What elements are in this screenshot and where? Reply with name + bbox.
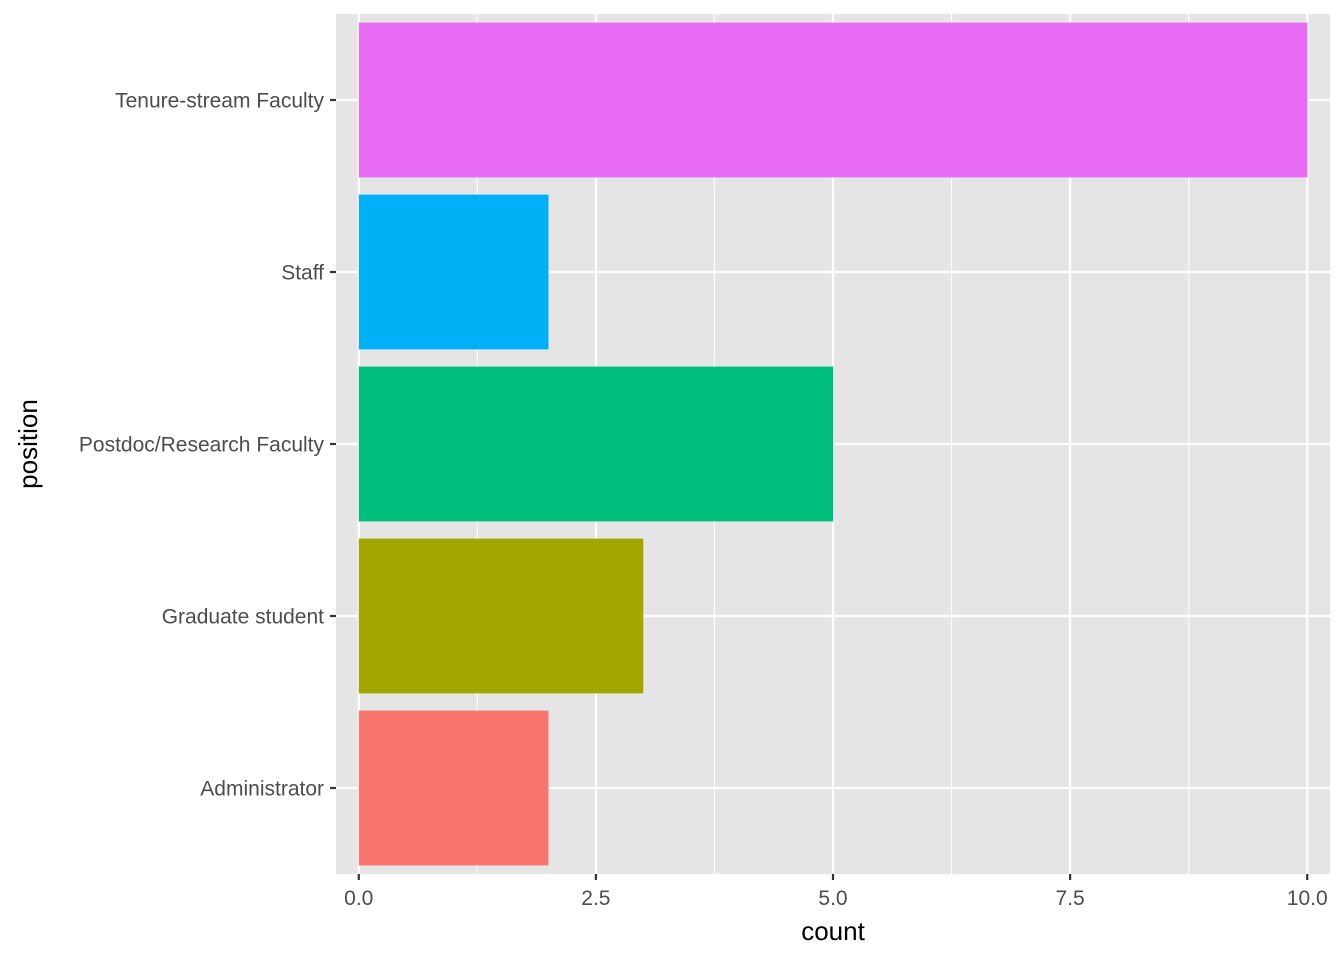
x-tick-label: 2.5: [581, 887, 610, 910]
x-tick-label: 5.0: [818, 887, 847, 910]
y-tick-label: Graduate student: [162, 606, 324, 629]
bar: [358, 366, 833, 522]
bar: [358, 194, 549, 350]
y-tick-label: Staff: [281, 262, 324, 285]
y-tick-label: Tenure-stream Faculty: [115, 90, 324, 113]
bar: [358, 22, 1308, 178]
bar: [358, 538, 644, 694]
x-tick-label: 7.5: [1056, 887, 1085, 910]
x-tick-label: 0.0: [344, 887, 373, 910]
x-axis: 0.0 2.5 5.0 7.5 10.0: [344, 874, 1328, 910]
x-tick-label: 10.0: [1287, 887, 1328, 910]
x-axis-title: count: [801, 916, 865, 946]
bar: [358, 710, 549, 866]
y-tick-label: Postdoc/Research Faculty: [79, 434, 325, 457]
y-axis-title: position: [13, 399, 43, 489]
bars: [358, 22, 1308, 866]
y-axis: Administrator Graduate student Postdoc/Res…: [79, 90, 336, 801]
y-tick-label: Administrator: [200, 778, 324, 801]
